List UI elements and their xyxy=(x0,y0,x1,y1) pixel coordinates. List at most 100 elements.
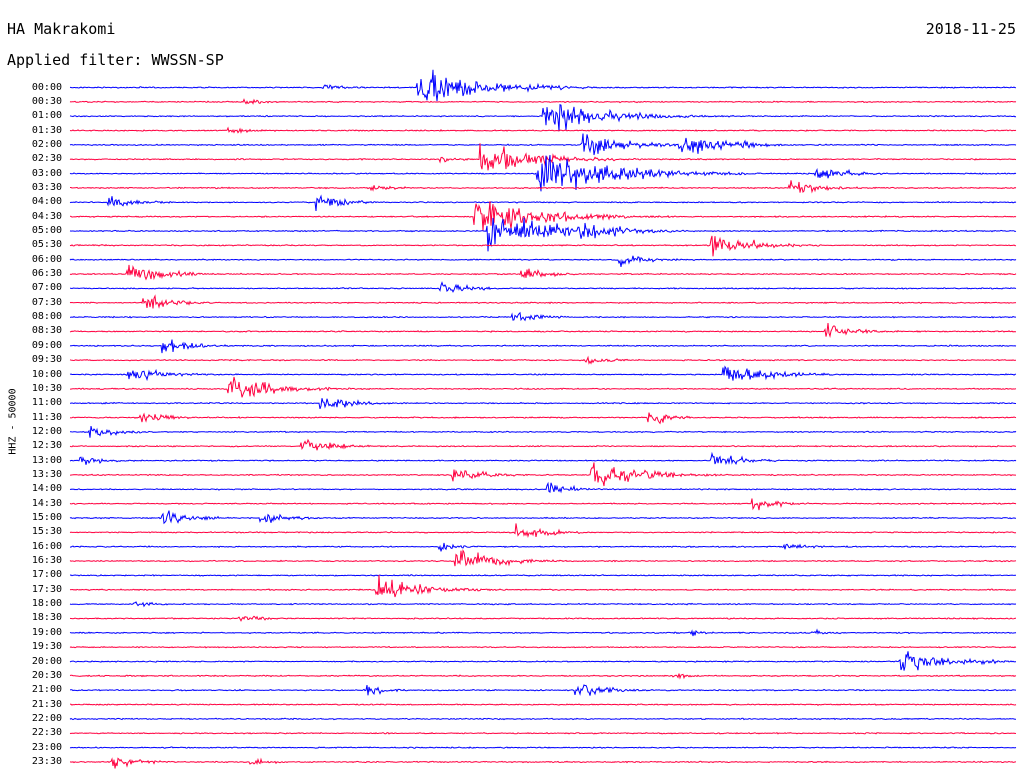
time-tick-1830: 18:30 xyxy=(31,612,62,624)
trace-row-0200 xyxy=(69,133,1017,156)
trace-row-2200 xyxy=(69,717,1016,721)
time-tick-0730: 07:30 xyxy=(31,296,62,308)
trace-row-0330 xyxy=(70,180,1017,194)
trace-row-0400 xyxy=(69,194,1017,211)
trace-row-1530 xyxy=(69,523,1017,539)
trace-row-2330 xyxy=(69,757,1016,769)
trace-row-0130 xyxy=(69,126,1017,134)
time-tick-1100: 11:00 xyxy=(31,397,62,409)
trace-row-1330 xyxy=(70,462,1016,487)
time-tick-1600: 16:00 xyxy=(31,540,62,552)
time-tick-0500: 05:00 xyxy=(31,225,62,236)
trace-row-1600 xyxy=(69,542,1017,552)
trace-row-0930 xyxy=(69,355,1016,365)
time-tick-2230: 22:30 xyxy=(31,727,62,739)
trace-row-1430 xyxy=(69,498,1017,511)
time-tick-0600: 06:00 xyxy=(31,253,62,265)
time-tick-2030: 20:30 xyxy=(31,669,62,681)
time-tick-2100: 21:00 xyxy=(31,684,62,696)
trace-row-0030 xyxy=(69,98,1017,105)
time-tick-2000: 20:00 xyxy=(31,655,62,667)
trace-row-1230 xyxy=(69,438,1016,451)
time-tick-0930: 09:30 xyxy=(31,354,62,366)
trace-row-1100 xyxy=(70,398,1016,410)
trace-row-2130 xyxy=(69,703,1017,706)
time-tick-0200: 02:00 xyxy=(31,138,62,150)
time-tick-0700: 07:00 xyxy=(31,282,62,294)
trace-row-0530 xyxy=(69,235,1017,257)
trace-row-1930 xyxy=(69,645,1017,649)
time-tick-0800: 08:00 xyxy=(31,311,62,323)
time-tick-2130: 21:30 xyxy=(31,698,62,710)
time-tick-0900: 09:00 xyxy=(31,339,62,351)
trace-row-1830 xyxy=(69,615,1016,622)
time-tick-1900: 19:00 xyxy=(31,626,62,638)
time-tick-1030: 10:30 xyxy=(31,382,62,394)
trace-row-2300 xyxy=(69,746,1017,749)
time-tick-1300: 13:00 xyxy=(31,454,62,466)
trace-row-0230 xyxy=(69,143,1017,171)
time-tick-0330: 03:30 xyxy=(31,181,62,193)
trace-row-0700 xyxy=(69,281,1017,293)
trace-row-1800 xyxy=(69,601,1017,608)
time-tick-0530: 05:30 xyxy=(31,239,62,251)
trace-row-0100 xyxy=(69,103,1017,132)
time-tick-1130: 11:30 xyxy=(31,411,62,423)
time-tick-1500: 15:00 xyxy=(31,512,62,523)
time-tick-1530: 15:30 xyxy=(31,526,62,538)
trace-row-2230 xyxy=(69,731,1017,735)
time-tick-1230: 12:30 xyxy=(31,440,62,452)
time-tick-1000: 10:00 xyxy=(31,368,62,380)
trace-row-0430 xyxy=(69,201,1017,231)
time-tick-2300: 23:00 xyxy=(31,741,62,753)
time-tick-1200: 12:00 xyxy=(31,425,62,437)
trace-row-1730 xyxy=(69,574,1017,598)
station-title: HA Makrakomi xyxy=(7,20,116,38)
time-tick-1930: 19:30 xyxy=(31,641,62,653)
trace-row-2030 xyxy=(69,673,1017,680)
trace-row-1700 xyxy=(69,574,1017,577)
trace-row-0730 xyxy=(69,294,1017,309)
time-tick-0830: 08:30 xyxy=(31,325,62,337)
time-tick-2330: 23:30 xyxy=(31,755,62,767)
trace-row-1400 xyxy=(69,481,1017,494)
trace-row-1630 xyxy=(69,549,1017,567)
time-tick-0000: 00:00 xyxy=(31,81,62,93)
time-tick-1800: 18:00 xyxy=(31,598,62,610)
time-tick-1730: 17:30 xyxy=(31,583,62,595)
trace-row-0900 xyxy=(69,339,1017,354)
time-tick-0430: 04:30 xyxy=(31,210,62,222)
time-tick-0030: 00:30 xyxy=(31,95,62,107)
trace-row-0000 xyxy=(69,69,1017,102)
time-tick-1430: 14:30 xyxy=(31,497,62,509)
time-tick-1330: 13:30 xyxy=(31,468,62,480)
time-tick-0100: 01:00 xyxy=(31,110,62,122)
trace-row-0800 xyxy=(70,311,1016,322)
filter-label: Applied filter: WWSSN-SP xyxy=(7,51,224,69)
trace-row-0830 xyxy=(69,323,1017,339)
time-tick-0130: 01:30 xyxy=(31,124,62,136)
trace-row-1500 xyxy=(69,510,1017,525)
trace-row-1300 xyxy=(69,451,1017,466)
trace-row-2100 xyxy=(69,684,1017,696)
time-tick-1630: 16:30 xyxy=(31,555,62,567)
trace-row-1000 xyxy=(69,365,1017,382)
time-tick-0400: 04:00 xyxy=(31,196,62,208)
time-tick-2200: 22:00 xyxy=(31,712,62,724)
trace-row-0500 xyxy=(69,217,1017,252)
trace-row-0300 xyxy=(69,155,1017,192)
time-tick-0230: 02:30 xyxy=(31,153,62,165)
date-label: 2018-11-25 xyxy=(925,20,1016,38)
trace-row-0600 xyxy=(69,255,1017,267)
time-tick-1400: 14:00 xyxy=(31,483,62,495)
trace-row-1130 xyxy=(69,412,1017,425)
time-tick-1700: 17:00 xyxy=(31,569,62,581)
trace-row-1200 xyxy=(69,425,1017,438)
trace-row-1030 xyxy=(70,376,1017,398)
trace-row-2000 xyxy=(69,651,1016,671)
time-tick-0300: 03:00 xyxy=(31,167,62,179)
trace-row-0630 xyxy=(69,264,1017,281)
trace-row-1900 xyxy=(69,628,1017,637)
time-tick-0630: 06:30 xyxy=(31,268,62,280)
